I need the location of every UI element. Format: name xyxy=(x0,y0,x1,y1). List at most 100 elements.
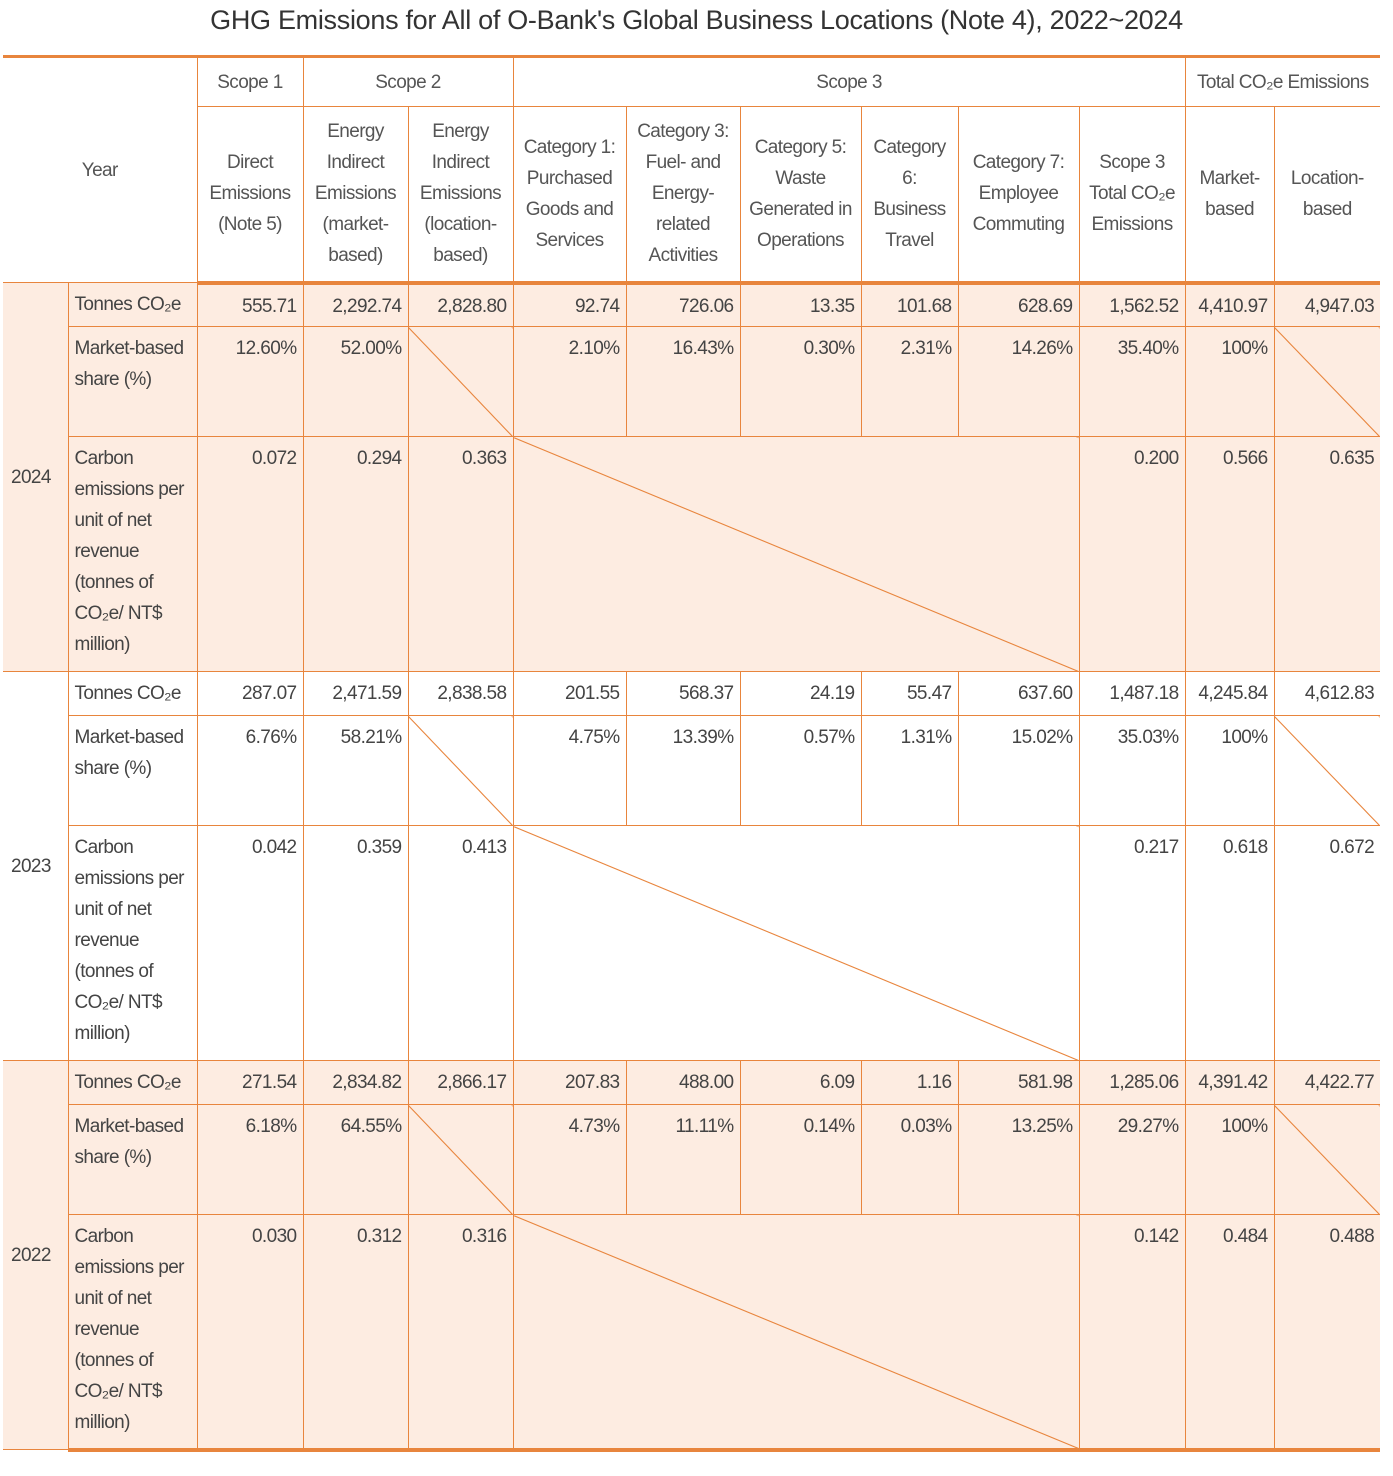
table-row: Market-based share (%) 6.76% 58.21% 4.75% 13… xyxy=(3,715,1381,826)
tonnes-value: 4,245.84 xyxy=(1184,671,1275,716)
tonnes-value: 581.98 xyxy=(957,1060,1080,1105)
page-title: GHG Emissions for All of O-Bank's Global… xyxy=(210,5,1183,35)
share-value: 100% xyxy=(1184,326,1275,437)
tonnes-value: 4,947.03 xyxy=(1273,282,1381,327)
column-header: Category 5: Waste Generated in Operation… xyxy=(739,106,862,285)
tonnes-value: 2,838.58 xyxy=(407,671,514,716)
row-label-tonnes: Tonnes CO₂e xyxy=(67,282,198,327)
not-applicable-cell xyxy=(512,825,1080,1061)
column-header: Category 6: Business Travel xyxy=(860,106,959,285)
share-value: 4.75% xyxy=(512,715,627,826)
tonnes-value: 101.68 xyxy=(860,282,959,327)
share-value: 0.30% xyxy=(739,326,862,437)
row-label-share: Market-based share (%) xyxy=(68,715,198,826)
carbon-intensity-value: 0.672 xyxy=(1273,825,1381,1061)
carbon-intensity-value: 0.072 xyxy=(196,436,304,672)
row-label-tonnes: Tonnes CO₂e xyxy=(67,671,198,716)
share-value: 15.02% xyxy=(957,715,1080,826)
share-value: 0.14% xyxy=(739,1104,862,1215)
tonnes-value: 6.09 xyxy=(739,1060,862,1105)
share-value: 1.31% xyxy=(860,715,959,826)
column-header: Direct Emissions (Note 5) xyxy=(197,106,304,285)
tonnes-value: 24.19 xyxy=(739,671,862,716)
tonnes-value: 4,391.42 xyxy=(1184,1060,1275,1105)
carbon-intensity-value: 0.635 xyxy=(1273,436,1381,672)
share-value: 11.11% xyxy=(625,1104,741,1215)
tonnes-value: 1,285.06 xyxy=(1078,1060,1186,1105)
row-label-tonnes: Tonnes CO₂e xyxy=(67,1060,198,1105)
tonnes-value: 1,562.52 xyxy=(1078,282,1186,327)
share-value: 13.25% xyxy=(957,1104,1080,1215)
carbon-intensity-value: 0.618 xyxy=(1184,825,1275,1061)
not-applicable-cell xyxy=(1273,326,1381,437)
carbon-intensity-value: 0.217 xyxy=(1078,825,1186,1061)
tonnes-value: 55.47 xyxy=(860,671,959,716)
tonnes-value: 568.37 xyxy=(625,671,741,716)
not-applicable-cell xyxy=(512,436,1080,672)
tonnes-value: 4,410.97 xyxy=(1184,282,1275,327)
column-header: Location-based xyxy=(1273,106,1381,285)
column-header: Scope 3 Total CO₂e Emissions xyxy=(1078,106,1186,285)
carbon-intensity-value: 0.359 xyxy=(302,825,409,1061)
column-header: Energy Indirect Emissions (market-based) xyxy=(302,106,409,285)
tonnes-value: 2,292.74 xyxy=(302,282,409,327)
share-value: 35.40% xyxy=(1078,326,1186,437)
carbon-intensity-value: 0.312 xyxy=(302,1214,409,1452)
tonnes-value: 1.16 xyxy=(860,1060,959,1105)
carbon-intensity-value: 0.200 xyxy=(1078,436,1186,672)
table-row: Carbon emissions per unit of net revenue… xyxy=(3,825,1381,1061)
tonnes-value: 2,866.17 xyxy=(407,1060,514,1105)
share-value: 16.43% xyxy=(625,326,741,437)
share-value: 0.57% xyxy=(739,715,862,826)
share-value: 2.10% xyxy=(512,326,627,437)
row-label-share: Market-based share (%) xyxy=(68,326,198,437)
share-value: 100% xyxy=(1184,715,1275,826)
carbon-intensity-value: 0.316 xyxy=(407,1214,514,1452)
share-value: 13.39% xyxy=(625,715,741,826)
tonnes-value: 555.71 xyxy=(196,282,304,327)
tonnes-value: 2,834.82 xyxy=(302,1060,409,1105)
year-header: Year xyxy=(3,55,198,283)
tonnes-value: 2,828.80 xyxy=(407,282,514,327)
table-row: Market-based share (%) 12.60% 52.00% 2.10% 1… xyxy=(3,326,1381,437)
carbon-intensity-value: 0.484 xyxy=(1184,1214,1275,1452)
not-applicable-cell xyxy=(407,715,514,826)
tonnes-value: 13.35 xyxy=(739,282,862,327)
share-value: 14.26% xyxy=(957,326,1080,437)
tonnes-value: 271.54 xyxy=(196,1060,304,1105)
tonnes-value: 92.74 xyxy=(512,282,627,327)
carbon-intensity-value: 0.142 xyxy=(1078,1214,1186,1452)
not-applicable-cell xyxy=(407,1104,514,1215)
year-cell: 2022 xyxy=(3,1060,69,1450)
table-row: 2024 Tonnes CO₂e 555.71 2,292.74 2,828.80 92.… xyxy=(3,282,1381,672)
share-value: 0.03% xyxy=(860,1104,959,1215)
row-label-share: Market-based share (%) xyxy=(68,1104,198,1215)
tonnes-value: 287.07 xyxy=(196,671,304,716)
share-value: 4.73% xyxy=(512,1104,627,1215)
tonnes-value: 726.06 xyxy=(625,282,741,327)
column-header: Category 7: Employee Commuting xyxy=(957,106,1080,285)
row-label-carbon: Carbon emissions per unit of net revenue… xyxy=(68,1214,198,1452)
year-cell: 2023 xyxy=(3,671,69,1061)
row-label-carbon: Carbon emissions per unit of net revenue… xyxy=(68,436,198,672)
row-label-carbon: Carbon emissions per unit of net revenue… xyxy=(68,825,198,1061)
tonnes-value: 2,471.59 xyxy=(302,671,409,716)
tonnes-value: 4,422.77 xyxy=(1273,1060,1381,1105)
not-applicable-cell xyxy=(1273,1104,1381,1215)
share-value: 58.21% xyxy=(302,715,409,826)
scope2-header: Scope 2 xyxy=(302,55,514,107)
share-value: 6.76% xyxy=(196,715,304,826)
table-row: 2022 Tonnes CO₂e 271.54 2,834.82 2,866.17 207… xyxy=(3,1060,1381,1450)
not-applicable-cell xyxy=(1273,715,1381,826)
column-header: Category 3: Fuel- and Energy-related Act… xyxy=(625,106,741,285)
share-value: 6.18% xyxy=(196,1104,304,1215)
table-row: Market-based share (%) 6.18% 64.55% 4.73% 11… xyxy=(3,1104,1381,1215)
tonnes-value: 4,612.83 xyxy=(1273,671,1381,716)
carbon-intensity-value: 0.566 xyxy=(1184,436,1275,672)
column-header: Market-based xyxy=(1184,106,1275,285)
share-value: 64.55% xyxy=(302,1104,409,1215)
carbon-intensity-value: 0.294 xyxy=(302,436,409,672)
tonnes-value: 628.69 xyxy=(957,282,1080,327)
carbon-intensity-value: 0.030 xyxy=(196,1214,304,1452)
table-row: 2023 Tonnes CO₂e 287.07 2,471.59 2,838.58 201… xyxy=(3,671,1381,1061)
